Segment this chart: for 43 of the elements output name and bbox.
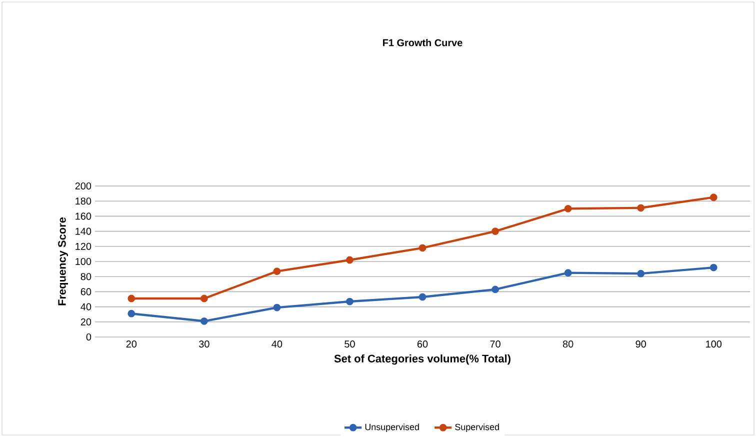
y-tick-label: 0 <box>86 333 92 341</box>
x-axis-title: Set of Categories volume(% Total) <box>334 354 510 365</box>
point <box>637 270 645 278</box>
x-tick-label: 100 <box>706 340 722 348</box>
x-tick-label: 80 <box>562 340 574 348</box>
y-tick-label: 80 <box>80 273 92 280</box>
point <box>637 204 645 212</box>
point <box>710 264 718 272</box>
y-tick-label: 40 <box>80 303 92 310</box>
x-tick-label: 40 <box>272 340 282 348</box>
x-tick-label: 30 <box>199 340 210 348</box>
x-tick-label: 60 <box>417 340 428 348</box>
point <box>492 286 499 294</box>
point <box>346 298 354 306</box>
point <box>418 244 426 252</box>
point <box>346 256 354 264</box>
legend-label: Unsupervised <box>365 424 419 432</box>
point <box>200 294 208 302</box>
x-tick-label: 90 <box>636 340 646 348</box>
legend-label: Supervised <box>455 424 499 432</box>
y-tick-label: 60 <box>80 288 92 296</box>
x-tick-label: 50 <box>344 340 355 348</box>
point <box>273 304 281 312</box>
point <box>418 293 426 301</box>
y-axis-title: Frequency Score <box>58 217 68 306</box>
point <box>200 317 208 325</box>
x-tick-label: 70 <box>490 340 500 348</box>
chart-title: F1 Growth Curve <box>383 38 462 46</box>
y-tick-label: 180 <box>76 198 92 205</box>
point <box>128 310 136 318</box>
y-tick-label: 120 <box>76 242 92 250</box>
y-tick-label: 20 <box>80 318 92 326</box>
y-tick-label: 200 <box>75 182 92 190</box>
y-tick-label: 160 <box>76 212 92 220</box>
x-tick-label: 20 <box>126 340 137 348</box>
y-tick-label: 140 <box>76 228 92 235</box>
point <box>564 269 572 277</box>
point <box>564 204 572 212</box>
point <box>273 268 281 276</box>
point <box>128 294 136 302</box>
y-tick-label: 100 <box>76 258 92 266</box>
point <box>710 194 718 202</box>
point <box>492 228 499 235</box>
